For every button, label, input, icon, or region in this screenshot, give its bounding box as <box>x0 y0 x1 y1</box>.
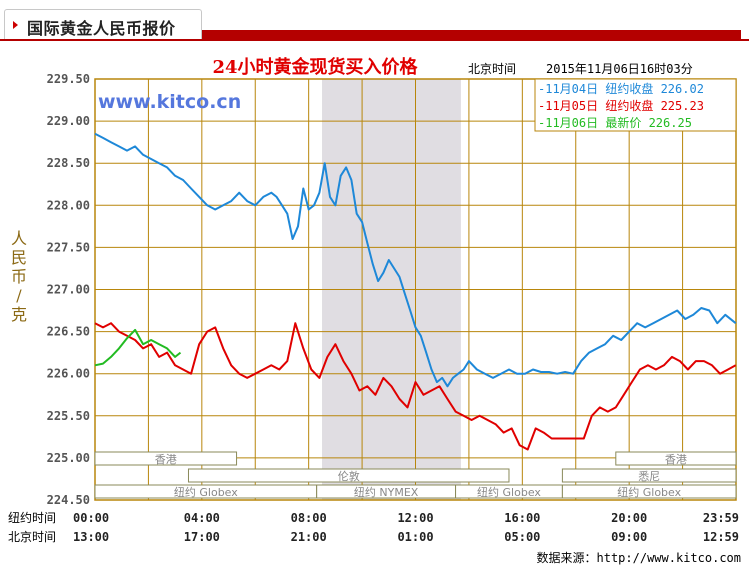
data-source-label: 数据来源： <box>536 551 597 565</box>
y-axis-label-char: 民 <box>11 248 27 267</box>
watermark: www.kitco.cn <box>98 91 241 113</box>
legend-entry: -11月04日 纽约收盘 226.02 <box>538 81 704 96</box>
chart-title: 24小时黄金现货买入价格 <box>212 56 418 78</box>
arrow-right-icon <box>13 21 18 29</box>
y-tick-label: 226.50 <box>47 325 90 339</box>
y-tick-label: 229.50 <box>47 72 90 86</box>
y-tick-label: 227.00 <box>47 283 90 297</box>
session-label: 悉尼 <box>638 470 660 483</box>
session-bar <box>94 451 238 466</box>
x-tick-bj: 05:00 <box>504 530 540 544</box>
y-axis-label-char: 币 <box>11 267 27 286</box>
x-tick-ny: 20:00 <box>611 511 647 525</box>
session-bar <box>615 451 737 466</box>
y-axis-label-char: 克 <box>11 305 27 324</box>
y-tick-label: 229.00 <box>47 114 90 128</box>
x-tick-ny: 00:00 <box>73 511 109 525</box>
panel-tab[interactable]: 国际黄金人民币报价 <box>4 9 202 40</box>
x-tick-ny: 23:59 <box>703 511 739 525</box>
session-label: 香港 <box>155 453 177 466</box>
x-tick-ny: 12:00 <box>397 511 433 525</box>
header-rule-bottom <box>0 39 749 41</box>
y-axis-label-char: 人 <box>11 229 27 248</box>
y-axis-label-char: / <box>16 286 22 305</box>
panel-title: 国际黄金人民币报价 <box>27 19 176 38</box>
data-source: 数据来源：http://www.kitco.com <box>536 549 741 566</box>
session-label: 纽约 Globex <box>477 485 541 499</box>
header-rule <box>202 30 741 39</box>
x-tick-ny: 16:00 <box>504 511 540 525</box>
series-line <box>94 132 737 388</box>
session-bar <box>187 468 510 483</box>
y-tick-label: 226.00 <box>47 367 90 381</box>
y-tick-label: 228.00 <box>47 198 90 212</box>
data-source-url[interactable]: http://www.kitco.com <box>596 551 742 565</box>
session-label: 香港 <box>665 453 687 466</box>
x-tick-ny: 08:00 <box>291 511 327 525</box>
x-tick-bj: 12:59 <box>703 530 739 544</box>
x-tick-bj: 09:00 <box>611 530 647 544</box>
y-tick-label: 225.00 <box>47 451 90 465</box>
session-label: 纽约 Globex <box>174 485 238 499</box>
x-tick-bj: 01:00 <box>397 530 433 544</box>
legend-entry: -11月05日 纽约收盘 225.23 <box>538 98 704 113</box>
legend-box <box>534 78 737 132</box>
plot-frame <box>94 78 737 501</box>
session-label: 纽约 NYMEX <box>354 485 419 499</box>
timestamp: 2015年11月06日16时03分 <box>546 62 693 76</box>
x-tick-bj: 13:00 <box>73 530 109 544</box>
series-line <box>94 328 182 367</box>
y-tick-label: 228.50 <box>47 156 90 170</box>
series-line <box>94 322 737 451</box>
y-tick-label: 227.50 <box>47 240 90 254</box>
session-bar <box>561 484 737 499</box>
x-tick-bj: 21:00 <box>291 530 327 544</box>
session-bar <box>561 468 737 483</box>
timezone-label: 北京时间 <box>468 62 516 76</box>
x-tick-ny: 04:00 <box>184 511 220 525</box>
y-tick-label: 225.50 <box>47 409 90 423</box>
legend-entry: -11月06日 最新价 226.25 <box>538 115 692 130</box>
panel-header: 国际黄金人民币报价 <box>0 0 749 41</box>
x-tick-bj: 17:00 <box>184 530 220 544</box>
y-tick-label: 224.50 <box>47 493 90 507</box>
x-axis-ny-label: 纽约时间 <box>8 510 56 525</box>
x-axis-bj-label: 北京时间 <box>8 530 56 544</box>
session-label: 伦敦 <box>338 469 360 483</box>
session-label: 纽约 Globex <box>617 485 681 499</box>
